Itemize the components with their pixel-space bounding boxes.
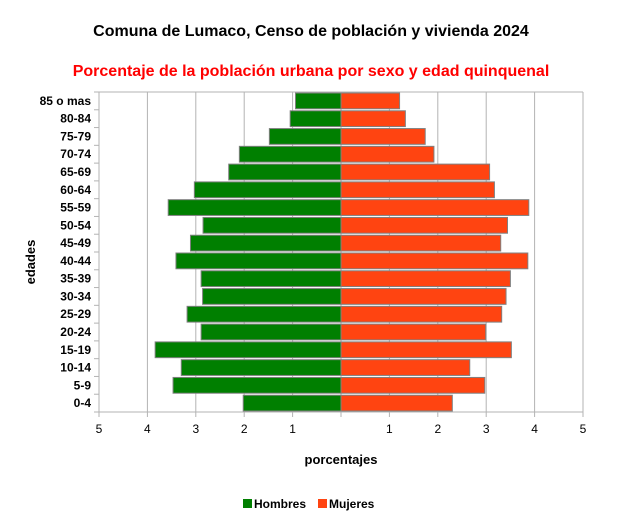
bar-mujeres-70-74 <box>340 145 435 163</box>
x-tick-label: 4 <box>531 422 538 436</box>
bar-hombres-85-o-mas <box>295 92 342 110</box>
x-tick-label: 1 <box>289 422 296 436</box>
bar-mujeres-60-64 <box>340 181 495 199</box>
legend-label-hombres: Hombres <box>254 497 306 511</box>
y-tick-label: 5-9 <box>74 378 92 392</box>
bar-hombres-20-24 <box>200 323 342 341</box>
y-tick-label: 20-24 <box>60 325 91 339</box>
bar-hombres-65-69 <box>228 163 342 181</box>
x-tick-label: 2 <box>241 422 248 436</box>
y-tick-label: 85 o mas <box>40 94 92 108</box>
bar-mujeres-10-14 <box>340 359 471 376</box>
x-tick-label: 5 <box>580 422 587 436</box>
y-tick-label: 0-4 <box>74 396 92 410</box>
bar-hombres-15-19 <box>154 341 342 359</box>
x-tick-label: 3 <box>483 422 490 436</box>
bar-hombres-0-4 <box>242 394 342 412</box>
bar-hombres-70-74 <box>238 145 342 163</box>
bar-hombres-10-14 <box>180 359 342 376</box>
y-tick-label: 60-64 <box>60 183 91 197</box>
x-axis-label: porcentajes <box>305 452 378 467</box>
bar-mujeres-25-29 <box>340 305 503 323</box>
y-tick-label: 70-74 <box>60 147 91 161</box>
bar-hombres-5-9 <box>172 376 342 394</box>
x-tick-label: 5 <box>96 422 103 436</box>
bar-hombres-60-64 <box>193 181 342 199</box>
bar-hombres-45-49 <box>189 234 342 252</box>
legend: Hombres Mujeres <box>243 497 375 511</box>
bar-mujeres-85-o-mas <box>340 92 401 110</box>
y-tick-label: 30-34 <box>60 289 91 303</box>
bar-hombres-80-84 <box>289 110 342 128</box>
y-axis-label: edades <box>23 240 38 285</box>
bar-mujeres-0-4 <box>340 394 453 412</box>
bar-hombres-35-39 <box>200 270 342 288</box>
bar-mujeres-30-34 <box>340 288 507 305</box>
y-tick-label: 35-39 <box>60 272 91 286</box>
y-tick-label: 15-19 <box>60 343 91 357</box>
bar-hombres-75-79 <box>268 128 342 145</box>
bar-mujeres-80-84 <box>340 110 406 128</box>
y-tick-label: 80-84 <box>60 112 91 126</box>
x-tick-label: 3 <box>192 422 199 436</box>
chart-title: Comuna de Lumaco, Censo de población y v… <box>93 23 529 40</box>
bar-mujeres-75-79 <box>340 128 426 145</box>
bar-hombres-25-29 <box>186 305 342 323</box>
x-tick-label: 4 <box>144 422 151 436</box>
y-tick-label: 45-49 <box>60 236 91 250</box>
bar-hombres-55-59 <box>167 199 342 216</box>
y-tick-label: 55-59 <box>60 201 91 215</box>
bar-mujeres-65-69 <box>340 163 491 181</box>
bar-mujeres-50-54 <box>340 216 508 234</box>
bar-hombres-30-34 <box>202 288 342 305</box>
legend-label-mujeres: Mujeres <box>329 497 375 511</box>
y-tick-label: 25-29 <box>60 307 91 321</box>
y-tick-label: 40-44 <box>60 254 91 268</box>
y-tick-label: 75-79 <box>60 129 91 143</box>
y-tick-label: 50-54 <box>60 218 91 232</box>
legend-swatch-mujeres <box>318 499 327 508</box>
y-tick-label: 65-69 <box>60 165 91 179</box>
bar-mujeres-40-44 <box>340 252 529 270</box>
chart-subtitle: Porcentaje de la población urbana por se… <box>73 63 550 80</box>
x-tick-label: 1 <box>386 422 393 436</box>
bar-mujeres-20-24 <box>340 323 487 341</box>
bar-hombres-40-44 <box>175 252 342 270</box>
bar-mujeres-15-19 <box>340 341 512 359</box>
bar-mujeres-35-39 <box>340 270 511 288</box>
y-tick-label: 10-14 <box>60 361 91 375</box>
legend-swatch-hombres <box>243 499 252 508</box>
bar-mujeres-45-49 <box>340 234 502 252</box>
bar-hombres-50-54 <box>202 216 342 234</box>
bar-mujeres-55-59 <box>340 199 530 216</box>
x-tick-label: 2 <box>434 422 441 436</box>
bar-mujeres-5-9 <box>340 376 486 394</box>
